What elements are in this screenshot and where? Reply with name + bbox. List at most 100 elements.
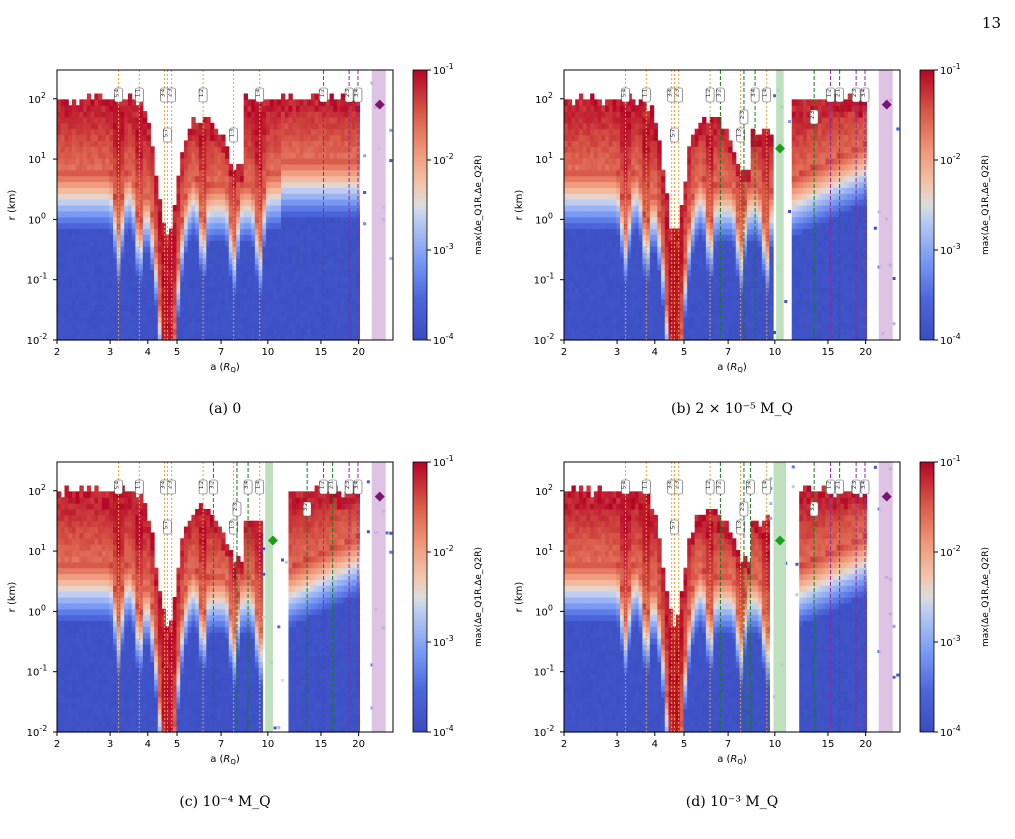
heatmap-cell — [344, 304, 349, 312]
heatmap-cell — [217, 222, 222, 230]
heatmap-cell — [590, 134, 595, 142]
heatmap-cell — [124, 205, 129, 212]
heatmap-cell — [638, 234, 643, 241]
heatmap-cell — [284, 293, 290, 300]
heatmap-cell — [694, 281, 699, 288]
heatmap-cell — [269, 169, 275, 177]
heatmap-cell — [705, 187, 711, 194]
colorbar-label: max(Δe_Q1R,Δe_Q2R) — [474, 155, 484, 255]
heatmap-cell — [340, 234, 346, 241]
heatmap-cell — [139, 287, 144, 294]
heatmap-cell — [266, 328, 271, 335]
heatmap-cell — [698, 134, 703, 142]
outer-body-band — [371, 70, 386, 340]
heatmap-cell — [195, 128, 200, 136]
heatmap-cell — [71, 228, 77, 235]
heatmap-cell — [732, 240, 737, 247]
heatmap-cell — [567, 140, 573, 147]
heatmap-cell — [694, 257, 699, 265]
heatmap-cell — [57, 263, 62, 271]
heatmap-cell — [217, 257, 222, 265]
heatmap-cell — [288, 146, 293, 153]
heatmap-cell — [638, 228, 643, 235]
heatmap-cell — [254, 111, 260, 118]
colorbar-tick-label: 10-1 — [433, 62, 454, 77]
heatmap-cell — [86, 146, 92, 153]
heatmap-cell — [206, 322, 211, 329]
heatmap-cell — [325, 298, 331, 306]
heatmap-cell — [631, 257, 636, 265]
heatmap-cell — [735, 263, 741, 271]
heatmap-cell — [172, 304, 178, 312]
heatmap-cell — [578, 134, 584, 142]
heatmap-cell — [746, 310, 752, 318]
heatmap-cell — [79, 246, 84, 253]
heatmap-cell — [124, 269, 129, 277]
heatmap-cell — [150, 152, 155, 159]
heatmap-cell — [98, 228, 103, 235]
heatmap-cell — [146, 293, 151, 300]
heatmap-cell — [64, 128, 69, 136]
heatmap-cell — [146, 287, 151, 294]
heatmap-cell — [262, 269, 267, 277]
heatmap-cell — [183, 205, 189, 212]
heatmap-cell — [310, 134, 316, 142]
heatmap-cell — [262, 222, 267, 230]
heatmap-cell — [743, 205, 748, 212]
heatmap-cells — [57, 81, 393, 341]
heatmap-cell — [593, 228, 599, 235]
heatmap-cell — [262, 181, 267, 188]
heatmap-cell — [57, 251, 62, 259]
heatmap-cell — [86, 257, 92, 265]
heatmap-cell — [601, 122, 606, 130]
heatmap-cell — [303, 328, 308, 335]
heatmap-cell — [105, 228, 110, 235]
heatmap-cell — [601, 316, 606, 323]
heatmap-cell — [702, 281, 707, 288]
heatmap-cell — [206, 163, 211, 171]
heatmap-cell — [337, 199, 342, 206]
heatmap-cell — [732, 322, 737, 329]
heatmap-cell — [597, 298, 602, 306]
heatmap-cell — [634, 281, 640, 288]
heatmap-cell — [210, 246, 215, 253]
heatmap-cell — [258, 210, 263, 218]
heatmap-cell — [210, 128, 215, 136]
heatmap-cell — [94, 240, 99, 247]
heatmap-cell — [79, 134, 84, 142]
heatmap-cell — [597, 193, 602, 200]
heatmap-cell — [146, 205, 151, 212]
heatmap-cell — [105, 287, 110, 294]
heatmap-cell — [176, 257, 181, 265]
heatmap-cell — [661, 304, 666, 312]
heatmap-cell — [597, 240, 602, 247]
heatmap-cell — [608, 222, 614, 230]
heatmap-cell — [217, 163, 222, 171]
heatmap-cell — [661, 298, 666, 306]
heatmap-cell — [109, 122, 114, 130]
heatmap-cell — [187, 222, 192, 230]
heatmap-cell — [709, 163, 714, 171]
heatmap-cell — [634, 328, 640, 335]
heatmap-cell — [593, 269, 599, 277]
heatmap-cell — [213, 322, 219, 329]
heatmap-cell — [601, 128, 606, 136]
heatmap-cell — [355, 298, 360, 306]
heatmap-cell — [165, 246, 170, 253]
heatmap-cell — [169, 281, 174, 288]
heatmap-cell — [90, 298, 95, 306]
heatmap-cell — [57, 175, 62, 183]
heatmap-cell — [631, 163, 636, 171]
heatmap-cell — [262, 322, 267, 329]
heatmap-cell — [183, 328, 189, 335]
heatmap-cell — [739, 234, 744, 241]
heatmap-cell — [57, 158, 62, 165]
heatmap-cell — [150, 251, 155, 259]
heatmap-cell — [586, 122, 591, 130]
heatmap-cell — [120, 293, 125, 300]
heatmap-cell — [292, 99, 297, 106]
heatmap-cell — [627, 146, 632, 153]
heatmap-cell — [340, 257, 346, 265]
heatmap-cell — [605, 152, 610, 159]
heatmap-cell — [206, 246, 211, 253]
